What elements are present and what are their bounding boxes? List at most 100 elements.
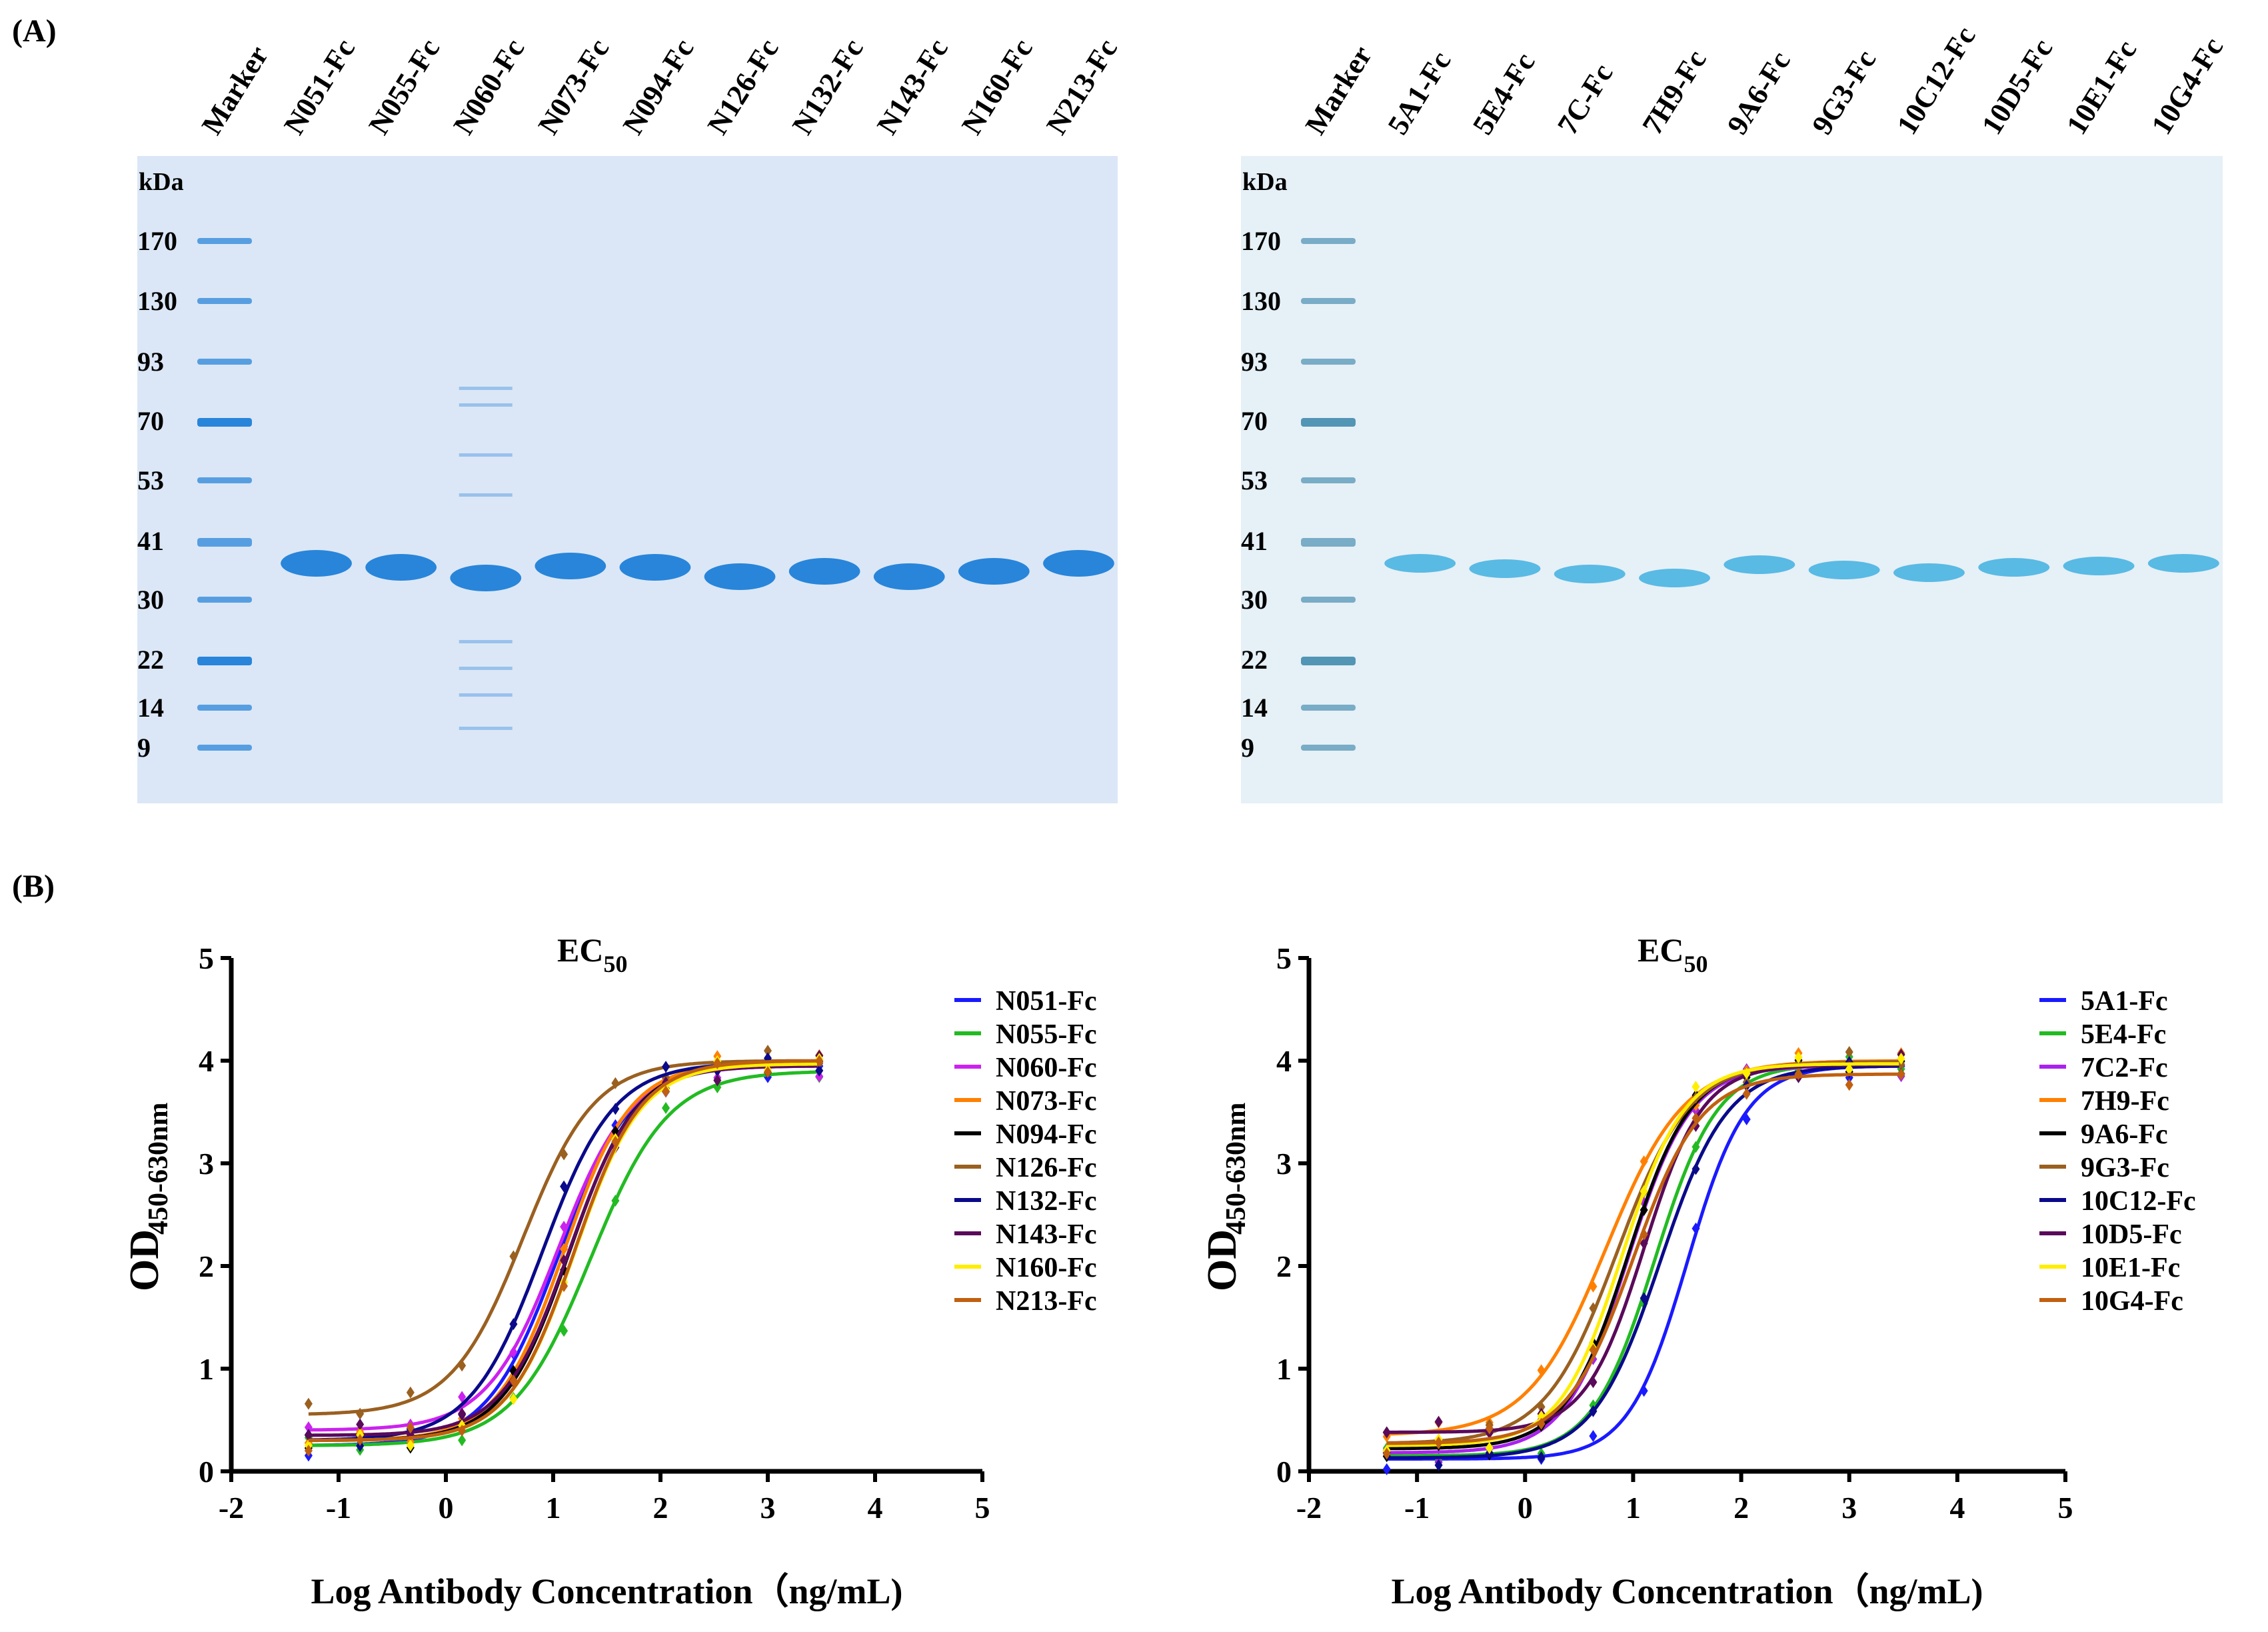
protein-band: [2063, 557, 2135, 575]
protein-band: [704, 563, 776, 590]
impurity-band: [459, 693, 513, 697]
data-point: [304, 1397, 313, 1410]
data-point: [304, 1429, 313, 1441]
kda-label: kDa: [1242, 168, 1288, 196]
data-point: [458, 1407, 467, 1420]
data-point: [1692, 1141, 1700, 1153]
data-point: [1692, 1222, 1700, 1235]
data-point: [815, 1064, 824, 1077]
legend-label: 9G3-Fc: [2081, 1153, 2169, 1183]
legend-label: N094-Fc: [996, 1119, 1097, 1150]
data-point: [662, 1085, 670, 1098]
x-tick-label: 1: [546, 1491, 561, 1525]
data-point: [1537, 1451, 1546, 1463]
y-tick-label: 4: [199, 1044, 214, 1078]
y-tick-label: 1: [199, 1352, 214, 1386]
marker-band: [1301, 418, 1356, 427]
data-point: [611, 1077, 620, 1089]
data-point: [406, 1386, 415, 1399]
marker-band: [197, 745, 252, 751]
y-tick-label: 5: [1276, 941, 1292, 975]
lane-label: 5E4-Fc: [1466, 47, 1542, 140]
lane-label: N073-Fc: [532, 33, 616, 141]
legend-label: 7C2-Fc: [2081, 1053, 2168, 1083]
x-tick-label: 0: [1518, 1491, 1533, 1525]
data-point: [560, 1180, 568, 1193]
marker-band: [1301, 238, 1356, 244]
x-tick-label: 2: [653, 1491, 668, 1525]
lane-label-marker: Marker: [195, 40, 275, 140]
y-tick-label: 0: [1276, 1455, 1292, 1489]
y-label-subscript: 450-630nm: [143, 1103, 174, 1235]
ladder-label: 130: [137, 286, 177, 316]
data-point: [1794, 1068, 1803, 1081]
protein-band: [1469, 559, 1541, 578]
data-point: [1640, 1228, 1648, 1241]
ladder-label: 93: [1241, 347, 1268, 377]
legend-label: 9A6-Fc: [2081, 1119, 2168, 1150]
data-point: [509, 1318, 518, 1331]
x-tick-label: 3: [1841, 1491, 1857, 1525]
lane-label: 10E1-Fc: [2060, 35, 2143, 141]
marker-band: [197, 477, 252, 483]
data-point: [764, 1066, 772, 1079]
curve-5A1-Fc: [1386, 1064, 1899, 1461]
marker-band: [197, 238, 252, 244]
impurity-band: [459, 493, 513, 497]
data-point: [1537, 1417, 1546, 1430]
data-point: [1434, 1415, 1443, 1428]
panel-label-a: (A): [12, 13, 57, 49]
marker-band: [197, 298, 252, 304]
ladder-label: 70: [137, 406, 164, 436]
data-point: [509, 1346, 518, 1359]
ladder-label: 70: [1241, 406, 1268, 436]
data-point: [1589, 1343, 1598, 1356]
gel-background: [1241, 156, 2223, 803]
data-point: [1537, 1401, 1546, 1413]
data-point: [458, 1434, 467, 1447]
protein-band: [1554, 565, 1626, 583]
impurity-band: [459, 640, 513, 643]
protein-band: [619, 554, 691, 581]
protein-band: [1639, 569, 1711, 587]
legend-label: 5E4-Fc: [2081, 1019, 2166, 1050]
data-point: [458, 1359, 467, 1372]
protein-band: [1723, 555, 1795, 574]
protein-band: [1978, 558, 2050, 577]
marker-band: [1301, 298, 1356, 304]
gel-background: [137, 156, 1118, 803]
protein-band: [450, 565, 522, 591]
marker-band: [1301, 705, 1356, 711]
legend-label: 7H9-Fc: [2081, 1086, 2169, 1117]
ladder-label: 9: [1241, 733, 1254, 763]
y-tick-label: 2: [199, 1249, 214, 1283]
chart-title-subscript: 50: [604, 951, 628, 977]
data-point: [1897, 1068, 1905, 1081]
curve-10C12-Fc: [1386, 1064, 1899, 1460]
data-point: [713, 1057, 722, 1069]
ladder-label: 30: [1241, 585, 1268, 615]
data-point: [764, 1045, 772, 1057]
data-point: [611, 1103, 620, 1115]
data-point: [1589, 1280, 1598, 1293]
data-point: [1434, 1436, 1443, 1449]
data-point: [1742, 1087, 1751, 1100]
x-tick-label: -1: [326, 1491, 351, 1525]
ladder-label: 22: [1241, 645, 1268, 675]
data-point: [1640, 1155, 1648, 1167]
marker-band: [197, 538, 252, 547]
data-point: [304, 1421, 313, 1434]
data-point: [560, 1221, 568, 1233]
protein-band: [958, 558, 1030, 585]
ladder-label: 9: [137, 733, 151, 763]
impurity-band: [459, 387, 513, 390]
legend-label: 10C12-Fc: [2081, 1186, 2196, 1217]
data-point: [458, 1424, 467, 1437]
data-point: [304, 1445, 313, 1457]
x-tick-label: 4: [868, 1491, 883, 1525]
x-tick-label: 5: [975, 1491, 990, 1525]
x-tick-label: 4: [1949, 1491, 1965, 1525]
protein-band: [2147, 554, 2219, 573]
y-tick-label: 1: [1276, 1352, 1292, 1386]
